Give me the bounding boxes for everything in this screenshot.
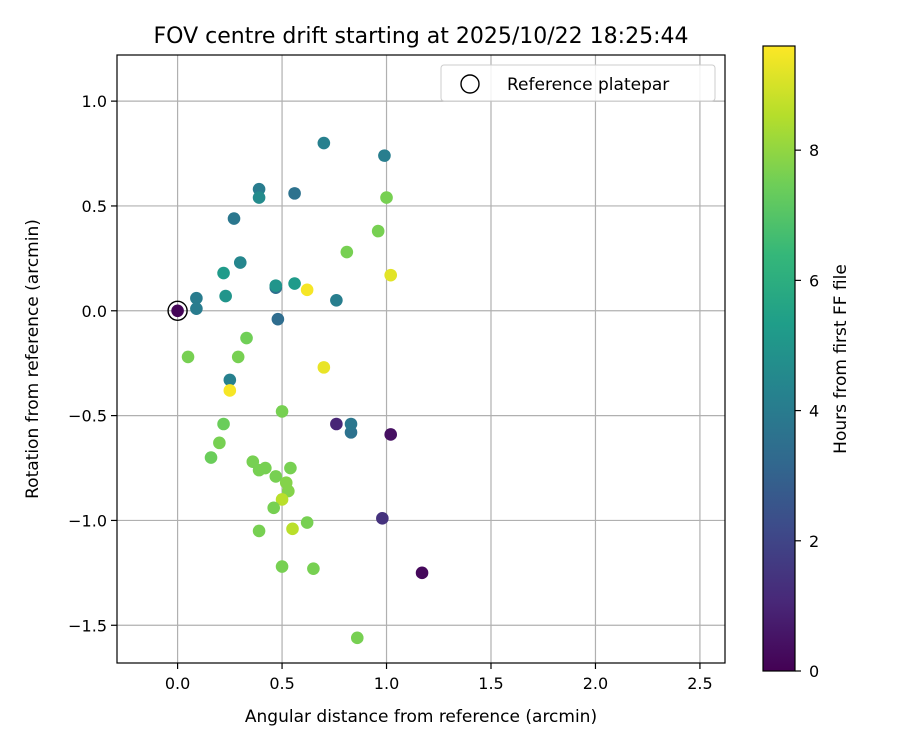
y-tick-label: 0.0	[82, 302, 107, 321]
data-point	[269, 470, 283, 483]
data-point	[217, 266, 230, 280]
data-point	[286, 522, 299, 536]
y-tick-label: 1.0	[82, 92, 107, 111]
data-point	[217, 417, 230, 431]
data-point	[181, 350, 195, 364]
y-axis-label: Rotation from reference (arcmin)	[23, 219, 43, 499]
chart-title: FOV centre drift starting at 2025/10/22 …	[154, 24, 689, 49]
x-axis-ticks: 0.0 0.5 1.0 1.5 2.0 2.5	[165, 663, 713, 693]
data-point	[252, 524, 266, 538]
x-tick-label: 2.5	[687, 674, 712, 693]
data-point	[275, 560, 289, 573]
data-point	[288, 277, 301, 290]
data-point	[190, 291, 203, 305]
plot-frame	[116, 54, 726, 664]
x-tick-label: 2.0	[583, 674, 608, 693]
data-point	[317, 361, 331, 374]
data-point	[252, 191, 266, 204]
reference-marker-layer	[167, 300, 188, 321]
colorbar-tick-label: 6	[809, 271, 819, 290]
colorbar-frame	[762, 45, 796, 672]
x-tick-label: 1.0	[374, 674, 399, 693]
data-point	[384, 428, 398, 441]
colorbar-gradient	[763, 46, 795, 671]
colorbar-label: Hours from first FF file	[831, 264, 851, 454]
colorbar: 0 2 4 6 8 Hours from first FF file	[762, 45, 851, 681]
data-point	[384, 268, 398, 282]
colorbar-tick-label: 4	[809, 402, 819, 421]
legend-entry-reference-platepar: Reference platepar	[507, 75, 669, 95]
x-tick-label: 1.5	[478, 674, 503, 693]
legend-marker-hollow-circle-icon	[460, 74, 480, 94]
data-point	[378, 149, 391, 162]
data-point	[350, 631, 364, 645]
data-point	[267, 501, 281, 515]
data-point	[240, 331, 253, 345]
data-point	[223, 373, 237, 387]
y-tick-label: 0.5	[82, 197, 107, 216]
y-axis-ticks: −1.5 −1.0 −0.5 0.0 0.5 1.0	[68, 92, 117, 635]
data-point	[213, 436, 226, 450]
data-point	[300, 283, 314, 297]
data-point	[300, 516, 314, 529]
data-point	[271, 312, 285, 326]
colorbar-tick-label: 2	[809, 532, 819, 551]
data-point	[227, 212, 241, 225]
data-point	[190, 302, 203, 315]
data-point	[219, 289, 232, 303]
data-point	[415, 566, 429, 580]
x-axis-label: Angular distance from reference (arcmin)	[245, 707, 597, 727]
data-point	[307, 562, 320, 575]
data-point	[340, 245, 354, 259]
y-tick-label: −1.5	[68, 616, 107, 635]
data-point	[330, 417, 343, 431]
data-point	[171, 304, 184, 318]
reference-platepar-marker	[167, 300, 188, 321]
data-point	[275, 405, 289, 418]
x-tick-label: 0.0	[165, 674, 190, 693]
x-tick-label: 0.5	[269, 674, 294, 693]
data-point	[204, 451, 218, 464]
data-point	[269, 279, 283, 292]
data-point	[376, 512, 389, 525]
legend-box	[440, 64, 716, 102]
data-point	[233, 256, 247, 269]
colorbar-tick-label: 8	[809, 141, 819, 160]
data-point	[284, 461, 297, 475]
colorbar-tick-label: 0	[809, 662, 819, 681]
data-point	[275, 493, 289, 506]
data-point	[330, 293, 343, 307]
data-point	[317, 136, 331, 150]
data-point	[259, 461, 272, 475]
y-tick-label: −0.5	[68, 407, 107, 426]
data-point	[223, 384, 237, 397]
colorbar-ticks: 0 2 4 6 8	[795, 141, 819, 681]
legend: Reference platepar	[440, 64, 716, 102]
data-point	[371, 224, 385, 238]
data-point	[231, 350, 245, 364]
data-point	[344, 417, 358, 431]
data-points	[171, 136, 429, 645]
data-point	[288, 187, 301, 200]
y-tick-label: −1.0	[68, 511, 107, 530]
data-point	[380, 191, 393, 204]
